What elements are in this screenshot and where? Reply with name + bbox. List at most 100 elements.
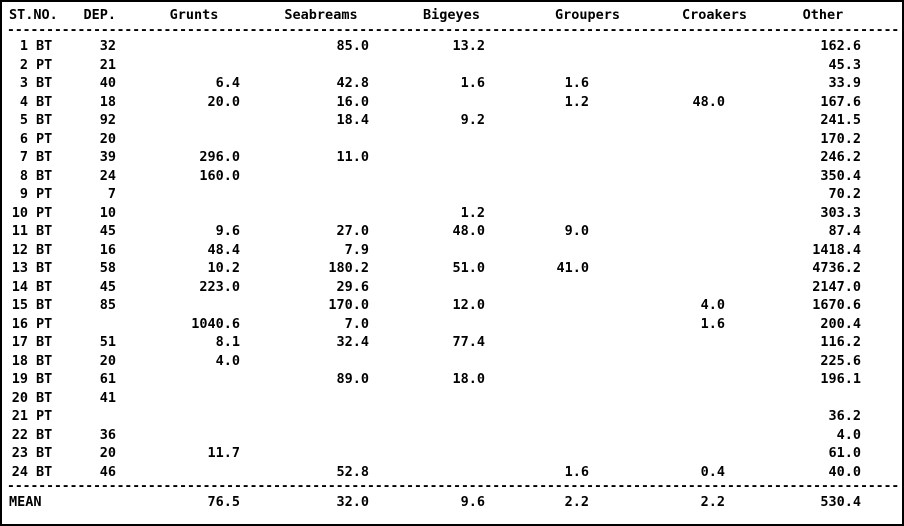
other-value: 70.2: [828, 186, 861, 202]
separator-line-top: ----------------------------------------…: [4, 25, 900, 37]
croakers-value: [590, 185, 725, 204]
depth-value: 18: [99, 93, 116, 110]
station-number: 4: [19, 93, 28, 110]
table-row: 14 BT 45 223.0 29.6 2147.0: [4, 278, 900, 297]
bigeyes-value: [370, 148, 485, 167]
table-row: 2 PT 21 45.3: [4, 56, 900, 75]
seabreams-value: 27.0: [336, 223, 369, 239]
bigeyes-value: [370, 352, 485, 371]
station-number: 10: [11, 204, 28, 221]
croakers-value: [590, 259, 725, 278]
other-value: 1418.4: [812, 241, 861, 258]
station-number: 16: [11, 315, 28, 332]
groupers-value: [485, 370, 590, 389]
bigeyes-value: [370, 426, 485, 445]
other-value: 4736.2: [812, 260, 861, 276]
other-value: 36.2: [828, 408, 861, 424]
croakers-value: [590, 426, 725, 445]
station-number: 15: [11, 297, 28, 313]
seabreams-value: 42.8: [336, 75, 369, 91]
station-number: 2: [19, 56, 28, 73]
station-number: 7: [19, 149, 28, 165]
table-row: 9 PT 7 70.2: [4, 185, 900, 204]
bigeyes-value: 1.2: [460, 204, 485, 221]
depth-value: 32: [99, 38, 116, 54]
depth-value: 39: [99, 149, 116, 165]
grunts-value: 9.6: [215, 223, 240, 239]
mean-grunts-value: 76.5: [207, 494, 240, 510]
seabreams-value: 7.0: [344, 315, 369, 332]
groupers-value: [485, 296, 590, 315]
station-type: BT: [36, 463, 53, 480]
col-header-depth: DEP.: [83, 7, 116, 23]
other-value: [725, 389, 900, 408]
depth-value: 20: [99, 130, 116, 147]
bigeyes-value: [370, 167, 485, 186]
grunts-value: [120, 185, 240, 204]
croakers-value: [590, 167, 725, 186]
seabreams-value: [240, 204, 370, 223]
depth-value: [70, 407, 120, 426]
groupers-value: [485, 37, 590, 56]
other-value: 61.0: [828, 445, 861, 461]
croakers-value: [590, 74, 725, 93]
bigeyes-value: [370, 93, 485, 112]
depth-value: 61: [99, 371, 116, 387]
grunts-value: 1040.6: [191, 315, 240, 332]
station-type: BT: [36, 445, 53, 461]
grunts-value: 223.0: [199, 278, 240, 295]
croakers-value: [590, 370, 725, 389]
croakers-value: 0.4: [700, 463, 725, 480]
table-row: 3 BT 40 6.4 42.8 1.6 1.6 33.9: [4, 74, 900, 93]
bigeyes-value: [370, 130, 485, 149]
other-value: 2147.0: [812, 278, 861, 295]
station-type: PT: [36, 204, 53, 221]
catch-table: ST.NO. DEP. Grunts Seabreams Bigeyes Gro…: [4, 5, 900, 512]
table-row: 7 BT 39 296.0 11.0 246.2: [4, 148, 900, 167]
station-type: PT: [36, 408, 53, 424]
groupers-value: 41.0: [556, 260, 589, 276]
table-row: 24 BT 46 52.8 1.6 0.4 40.0: [4, 463, 900, 482]
seabreams-value: 180.2: [328, 260, 369, 276]
other-value: 303.3: [820, 204, 861, 221]
station-type: BT: [36, 260, 53, 276]
seabreams-value: [240, 56, 370, 75]
bigeyes-value: [370, 185, 485, 204]
table-row: 17 BT 51 8.1 32.4 77.4 116.2: [4, 333, 900, 352]
depth-value: 20: [99, 352, 116, 369]
col-header-other: Other: [802, 7, 844, 23]
other-value: 225.6: [820, 352, 861, 369]
other-value: 33.9: [828, 75, 861, 91]
croakers-value: 1.6: [700, 315, 725, 332]
station-type: BT: [36, 297, 53, 313]
grunts-value: [120, 37, 240, 56]
station-type: BT: [36, 389, 53, 406]
depth-value: 58: [99, 260, 116, 276]
croakers-value: [590, 130, 725, 149]
station-number: 20: [11, 389, 28, 406]
depth-value: 20: [99, 445, 116, 461]
station-type: BT: [36, 352, 53, 369]
groupers-value: 1.2: [564, 93, 589, 110]
grunts-value: [120, 463, 240, 482]
seabreams-value: [240, 407, 370, 426]
groupers-value: [485, 167, 590, 186]
grunts-value: 160.0: [199, 167, 240, 184]
bigeyes-value: 9.2: [460, 112, 485, 128]
other-value: 241.5: [820, 112, 861, 128]
croakers-value: 4.0: [700, 297, 725, 313]
station-number: 24: [11, 463, 28, 480]
bigeyes-value: 18.0: [452, 371, 485, 387]
station-number: 13: [11, 260, 28, 276]
croakers-value: [590, 37, 725, 56]
groupers-value: [485, 333, 590, 352]
station-number: 23: [11, 445, 28, 461]
depth-value: 51: [99, 334, 116, 350]
bigeyes-value: 51.0: [452, 260, 485, 276]
col-header-bigeyes: Bigeyes: [423, 7, 480, 23]
table-row: 18 BT 20 4.0 225.6: [4, 352, 900, 371]
depth-value: 41: [99, 389, 116, 406]
mean-croakers-value: 2.2: [700, 494, 725, 510]
other-value: 1670.6: [812, 297, 861, 313]
station-type: BT: [36, 112, 53, 128]
